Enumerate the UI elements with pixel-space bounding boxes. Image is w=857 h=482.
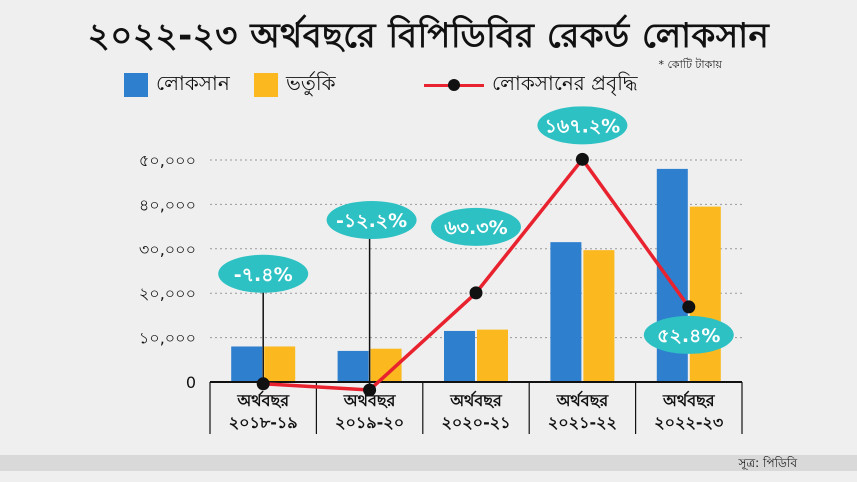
bar-subsidy [689, 206, 721, 382]
legend-swatch-growth [424, 73, 484, 97]
legend-swatch-loss [124, 73, 148, 97]
bar-loss [337, 350, 369, 382]
legend-label-growth: লোকসানের প্রবৃদ্ধি [492, 70, 638, 95]
chart-title: ২০২২-২৩ অর্থবছরে বিপিডিবির রেকর্ড লোকসান [87, 16, 770, 56]
legend-label-subsidy: ভর্তুকি [286, 70, 336, 95]
x-tick-label: অর্থবছর [556, 390, 610, 410]
growth-bubble [431, 207, 521, 246]
x-tick-label: ২০২১-২২ [548, 413, 617, 432]
legend: লোকসান ভর্তুকি লোকসানের প্রবৃদ্ধি [124, 70, 684, 100]
bar-subsidy [264, 346, 296, 382]
growth-label: -৭.৪% [234, 264, 293, 286]
growth-point [469, 286, 483, 300]
bar-loss [444, 330, 475, 382]
legend-item-growth: লোকসানের প্রবৃদ্ধি [424, 70, 638, 100]
footer-bar: সূত্র: পিডিবি [0, 455, 857, 471]
y-tick-label: ২০,০০০ [139, 284, 196, 303]
x-tick-label: অর্থবছর [662, 390, 716, 410]
growth-line [263, 157, 691, 392]
growth-point [682, 300, 696, 314]
bar-loss [231, 346, 263, 382]
x-tick-label: ২০১৯-২০ [335, 413, 404, 432]
growth-point [256, 377, 270, 391]
x-tick-label: অর্থবছর [449, 390, 503, 410]
unit-note: * কোটি টাকায় [658, 58, 722, 71]
legend-item-subsidy: ভর্তুকি [254, 70, 336, 100]
y-tick-label: ৪০,০০০ [139, 195, 196, 214]
x-tick-label: ২০২২-২৩ [654, 413, 724, 432]
growth-label: ৬৩.৩% [444, 217, 507, 239]
growth-point [363, 383, 377, 397]
growth-label: ৫২.৪% [657, 325, 720, 347]
growth-label: ১৬৭.২% [545, 115, 621, 137]
y-tick-label: 0 [186, 373, 196, 392]
growth-bubble [643, 315, 734, 354]
legend-label-loss: লোকসান [156, 70, 230, 95]
y-tick-label: ৩০,০০০ [139, 240, 196, 259]
y-tick-label: ১০,০০০ [139, 329, 196, 348]
bar-subsidy [477, 329, 508, 382]
x-tick-label: অর্থবছর [343, 390, 397, 410]
source-note: সূত্র: পিডিবি [738, 456, 797, 470]
legend-swatch-subsidy [254, 73, 278, 97]
x-tick-label: ২০২০-২১ [441, 413, 510, 432]
x-tick-label: অর্থবছর [236, 390, 290, 410]
y-tick-label: ৫০,০০০ [139, 151, 196, 170]
growth-label: -১২.২% [336, 210, 407, 232]
bar-loss [550, 242, 582, 382]
growth-bubble [326, 200, 417, 239]
x-tick-label: ২০১৮-১৯ [229, 413, 298, 432]
bar-subsidy [583, 250, 615, 382]
growth-bubble [537, 106, 628, 145]
growth-point [575, 152, 589, 166]
legend-item-loss: লোকসান [124, 70, 230, 100]
growth-bubble [218, 254, 309, 293]
